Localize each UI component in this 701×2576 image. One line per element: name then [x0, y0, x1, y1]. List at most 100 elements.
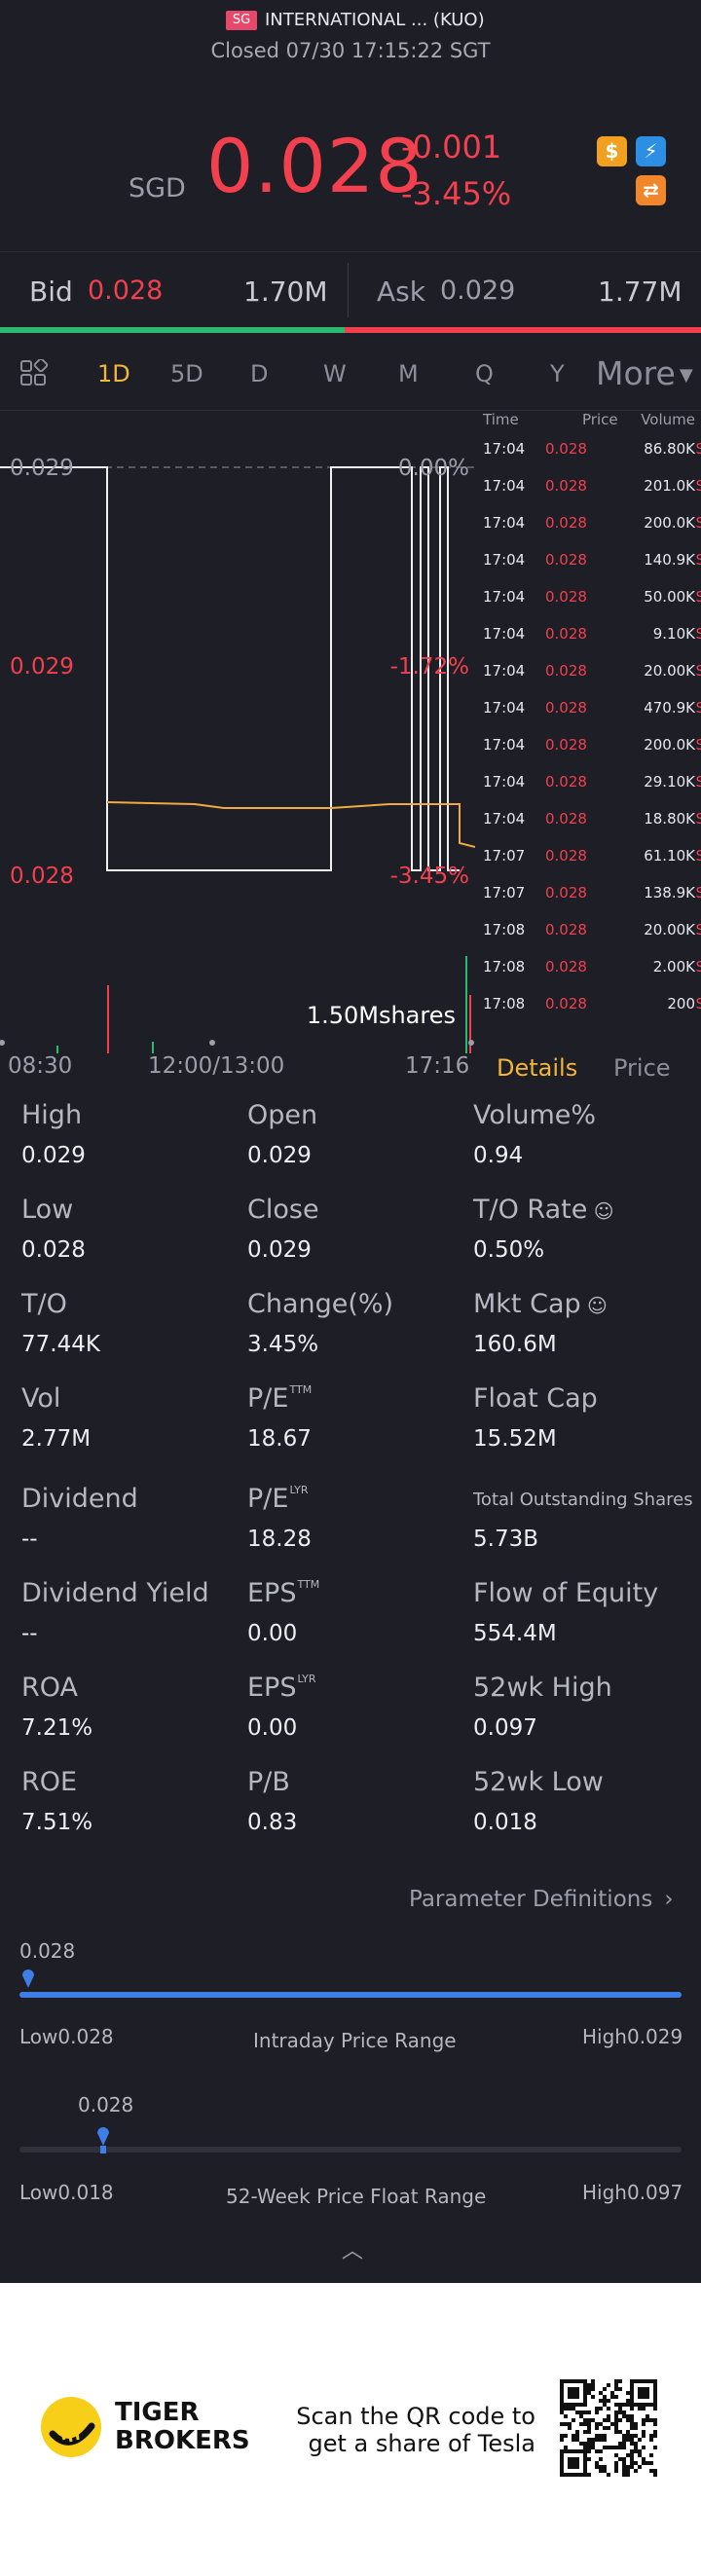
- x-label-lunch: 12:00/13:00: [148, 1053, 285, 1079]
- trade-side: S: [695, 551, 701, 569]
- week52-range-title: 52-Week Price Float Range: [226, 2185, 487, 2208]
- stat-value: 18.28: [247, 1527, 312, 1552]
- session-dot: [0, 1040, 5, 1046]
- intraday-current-label: 0.028: [19, 1939, 76, 1963]
- ask-size: 1.77M: [598, 276, 683, 308]
- trade-price: 0.028: [545, 995, 587, 1012]
- time-and-sales[interactable]: Time Price Volume 17:04 0.028 86.80K S 17:04…: [475, 411, 701, 1044]
- trades-header-volume: Volume: [641, 411, 695, 428]
- swap-icon[interactable]: ⇄: [636, 175, 666, 205]
- flash-icon[interactable]: ⚡: [636, 136, 666, 166]
- trade-price: 0.028: [545, 847, 587, 865]
- qr-code-icon[interactable]: [560, 2379, 657, 2477]
- trade-side: S: [695, 995, 701, 1012]
- trade-volume: 9.10K: [652, 625, 695, 643]
- stat-label: 52wk High: [473, 1673, 612, 1703]
- stat-label-text: Total Outstanding Shares: [473, 1490, 693, 1510]
- quote-header: [0, 0, 701, 251]
- volume-bar: [469, 995, 471, 1053]
- tab-y[interactable]: Y: [550, 360, 565, 387]
- info-icon[interactable]: ☺: [587, 1199, 614, 1223]
- stat-value: 77.44K: [21, 1332, 100, 1357]
- y-pct-top: 0.00%: [398, 456, 469, 481]
- intraday-range-bar: [19, 1992, 682, 1998]
- stat-label-text: Mkt Cap: [473, 1289, 581, 1319]
- volume-label: 1.50Mshares: [307, 1002, 456, 1029]
- parameter-definitions-link[interactable]: Parameter Definitions ›: [409, 1887, 674, 1912]
- week52-current-label: 0.028: [78, 2093, 134, 2116]
- volume-bar: [465, 956, 467, 1053]
- stat-value: 0.029: [21, 1143, 86, 1168]
- week52-high: High0.097: [582, 2181, 683, 2204]
- trade-price: 0.028: [545, 588, 587, 606]
- session-dot: [209, 1040, 215, 1046]
- trade-side: S: [695, 958, 701, 975]
- trade-volume: 470.9K: [644, 699, 695, 717]
- stat-label-text: EPS: [247, 1673, 297, 1703]
- stat-value: 7.21%: [21, 1715, 93, 1741]
- scan-caption: Scan the QR code to get a share of Tesla: [282, 2403, 535, 2457]
- trade-volume: 200: [667, 995, 695, 1012]
- stat-label: Low: [21, 1195, 73, 1225]
- stat-label: P/ELYR: [247, 1484, 308, 1514]
- info-icon[interactable]: ☺: [580, 1294, 608, 1317]
- chevron-down-icon: ▼: [679, 365, 693, 386]
- tab-details[interactable]: Details: [497, 1054, 578, 1082]
- stat-label-text: T/O: [21, 1289, 67, 1319]
- trade-price: 0.028: [545, 625, 587, 643]
- stat-label-text: Flow of Equity: [473, 1578, 659, 1608]
- trade-side: S: [695, 477, 701, 495]
- layout-grid-icon[interactable]: [19, 359, 49, 386]
- trade-time: 17:04: [483, 773, 526, 791]
- tab-5d[interactable]: 5D: [170, 360, 203, 387]
- trade-time: 17:04: [483, 551, 526, 569]
- stat-value: 0.029: [247, 1237, 312, 1263]
- price-line: [0, 466, 460, 871]
- y-label-mid: 0.029: [10, 654, 74, 680]
- trade-row: 17:04 0.028 201.0K S: [475, 465, 701, 502]
- stat-label: Volume%: [473, 1100, 596, 1130]
- y-pct-bottom: -3.45%: [390, 864, 469, 889]
- tab-m[interactable]: M: [398, 360, 419, 387]
- last-price: 0.028: [206, 123, 424, 209]
- collapse-chevron-icon[interactable]: ︿: [342, 2239, 364, 2263]
- bid-size: 1.70M: [243, 276, 328, 308]
- trade-side: S: [695, 588, 701, 606]
- tab-q[interactable]: Q: [475, 360, 494, 387]
- trade-side: S: [695, 662, 701, 680]
- trade-time: 17:04: [483, 810, 526, 828]
- stock-name[interactable]: INTERNATIONAL ... (KUO): [265, 10, 485, 30]
- price-change: -0.001: [401, 129, 502, 166]
- trade-row: 17:07 0.028 61.10K S: [475, 835, 701, 872]
- stat-value: 0.018: [473, 1810, 537, 1835]
- stat-label-text: Volume%: [473, 1100, 597, 1130]
- stat-label-text: P/B: [247, 1767, 290, 1797]
- stat-value: 554.4M: [473, 1621, 557, 1646]
- trade-row: 17:04 0.028 86.80K S: [475, 428, 701, 465]
- market-badge: SG: [226, 11, 257, 30]
- trade-time: 17:04: [483, 440, 526, 458]
- tab-more[interactable]: More ▼: [596, 354, 693, 392]
- stat-label-text: Close: [247, 1195, 319, 1225]
- trade-price: 0.028: [545, 514, 587, 532]
- stat-label: ROE: [21, 1767, 77, 1797]
- stat-value: 0.50%: [473, 1237, 545, 1263]
- stat-label-text: T/O Rate: [473, 1195, 588, 1225]
- tab-d[interactable]: D: [250, 360, 269, 387]
- trade-volume: 50.00K: [644, 588, 695, 606]
- trade-side: S: [695, 773, 701, 791]
- stat-label-text: ROE: [21, 1767, 78, 1797]
- tab-1d[interactable]: 1D: [97, 360, 130, 387]
- tab-price[interactable]: Price: [613, 1054, 671, 1082]
- trade-time: 17:07: [483, 847, 526, 865]
- tab-w[interactable]: W: [323, 360, 347, 387]
- intraday-chart[interactable]: 0.029 0.029 0.028 0.00% -1.72% -3.45% 1.…: [0, 411, 475, 1053]
- trade-volume: 18.80K: [644, 810, 695, 828]
- stat-label: High: [21, 1100, 82, 1130]
- intraday-marker-icon: [22, 1969, 34, 1988]
- dollar-badge-icon[interactable]: $: [597, 136, 627, 166]
- stat-label: Dividend Yield: [21, 1578, 209, 1608]
- period-tabs: [0, 335, 701, 411]
- stat-label: T/O Rate ☺: [473, 1195, 614, 1225]
- bid-label: Bid: [29, 276, 73, 308]
